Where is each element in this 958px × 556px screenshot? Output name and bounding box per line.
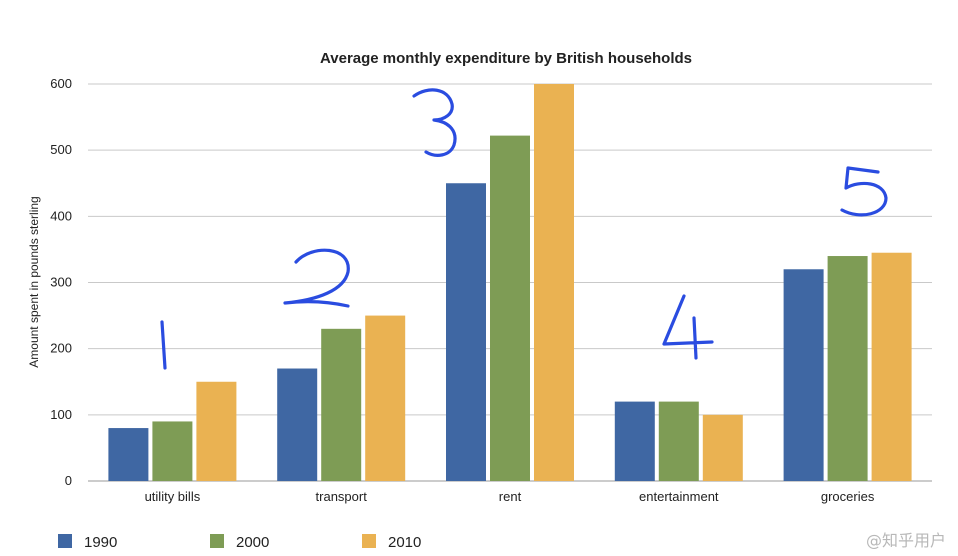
bar <box>614 401 655 481</box>
handwritten-annotations <box>160 88 888 370</box>
category-label: groceries <box>821 489 875 504</box>
bar <box>827 256 868 481</box>
bar <box>196 381 237 481</box>
x-axis-categories: utility bills transport rent entertainment g… <box>145 489 875 504</box>
bar <box>365 315 406 481</box>
y-tick-label: 400 <box>50 208 72 223</box>
bar <box>446 183 486 481</box>
annotation-3 <box>412 88 457 157</box>
legend-label: 1990 <box>84 534 117 551</box>
legend: 1990 2000 2010 <box>58 534 421 551</box>
bar <box>152 421 193 481</box>
bar <box>277 368 318 481</box>
y-tick-label: 600 <box>50 76 72 91</box>
legend-label: 2000 <box>236 534 269 551</box>
bar <box>321 328 362 481</box>
chart-title: Average monthly expenditure by British h… <box>320 50 692 67</box>
y-tick-label: 0 <box>65 473 72 488</box>
legend-swatch <box>210 534 224 548</box>
bar <box>783 269 824 481</box>
y-tick-label: 300 <box>50 275 72 290</box>
category-label: entertainment <box>639 489 719 504</box>
bar <box>108 428 149 481</box>
category-label: transport <box>316 489 368 504</box>
annotation-4 <box>662 294 714 360</box>
category-label: rent <box>499 489 522 504</box>
watermark: @知乎用户 <box>866 531 946 550</box>
y-tick-label: 200 <box>50 341 72 356</box>
bars <box>108 84 912 482</box>
bar <box>702 414 743 481</box>
legend-swatch <box>58 534 72 548</box>
category-label: utility bills <box>145 489 201 504</box>
bar <box>534 84 574 481</box>
annotation-2 <box>283 248 350 308</box>
bar <box>658 401 699 481</box>
legend-label: 2010 <box>388 534 421 551</box>
y-axis-label: Amount spent in pounds sterling <box>27 196 41 367</box>
y-tick-label: 100 <box>50 407 72 422</box>
annotation-1 <box>160 320 167 370</box>
y-tick-label: 500 <box>50 142 72 157</box>
bar <box>871 252 912 481</box>
bar <box>490 135 530 482</box>
legend-swatch <box>362 534 376 548</box>
annotation-5 <box>840 166 888 217</box>
y-axis-ticks: 0 100 200 300 400 500 600 <box>50 76 72 488</box>
